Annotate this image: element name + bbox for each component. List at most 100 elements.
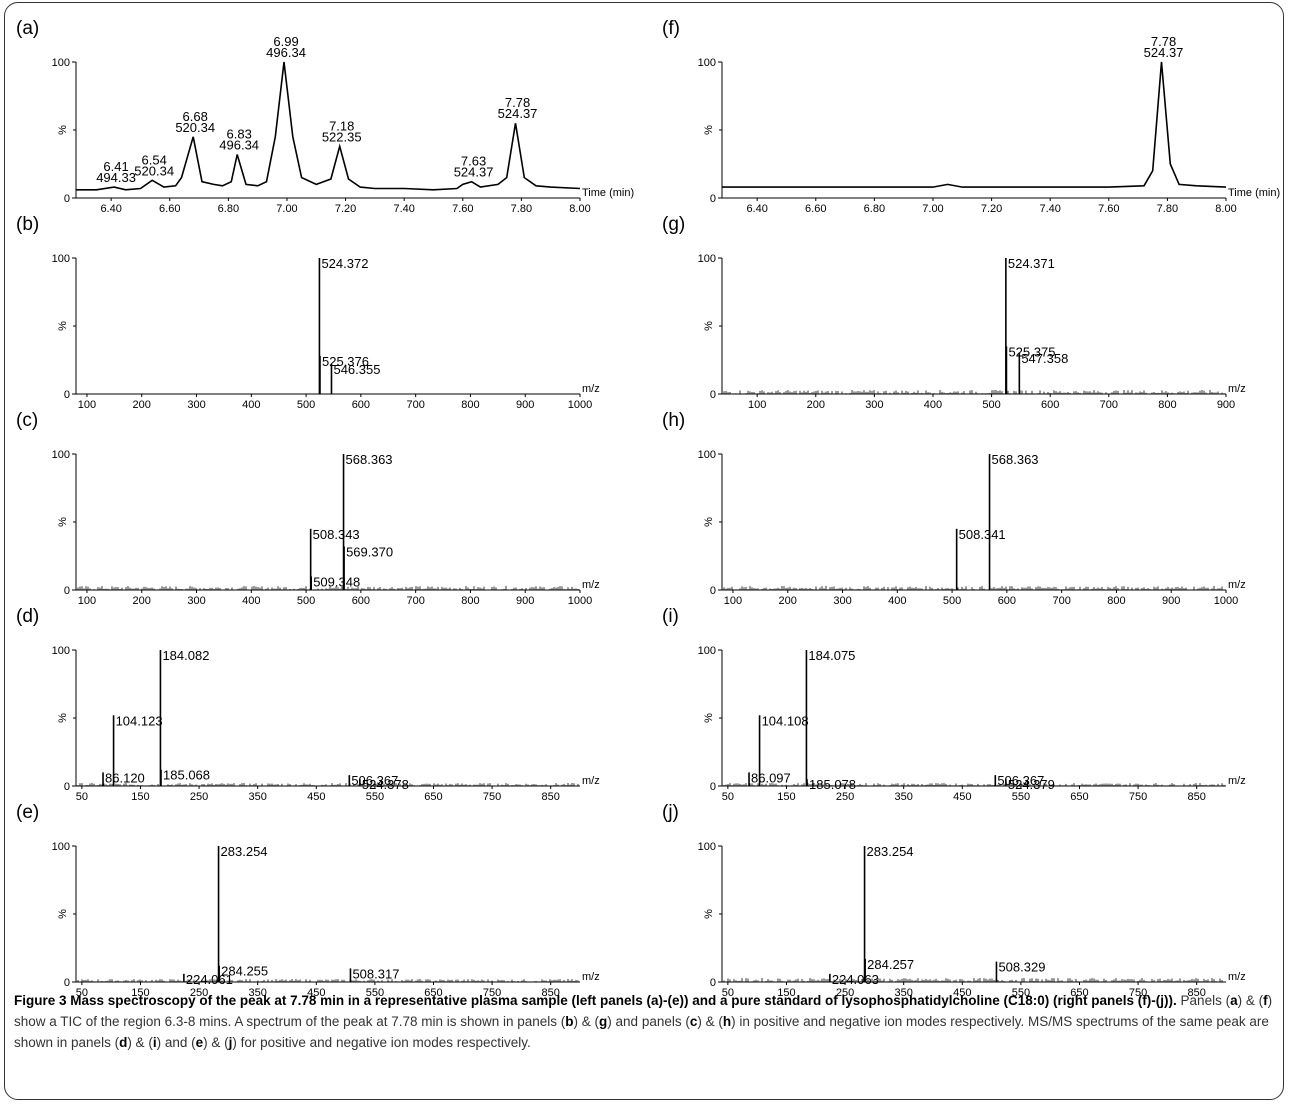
chart-panel: (g) 100 0% 100 200 300 400 500 600 700 800 900 m/z 52… [660,214,1280,411]
x-tick-label: 700 [1052,595,1070,607]
peak-label: 524.379 [1008,777,1055,792]
x-tick-label: 7.80 [511,203,532,215]
caption-run: f [1263,993,1268,1008]
x-tick-label: 900 [516,595,534,607]
x-tick-label: 900 [516,399,534,411]
x-axis-unit: m/z [582,775,600,787]
noise-baseline [723,390,1225,394]
x-tick-label: 150 [131,987,149,999]
peak-label: 546.355 [333,362,380,377]
caption-run: ) & ( [127,1035,153,1050]
caption-run: b [565,1014,574,1029]
x-tick-label: 400 [242,399,260,411]
x-tick-label: 400 [924,399,942,411]
y-tick-label: 0 [64,193,70,205]
peak-label: 508.317 [352,966,399,981]
peak-label: 569.370 [346,544,393,559]
x-tick-label: 600 [352,595,370,607]
x-tick-label: 7.00 [276,203,297,215]
caption-run: ) for positive and negative ion modes re… [232,1035,531,1050]
x-tick-label: 800 [461,595,479,607]
x-tick-label: 500 [982,399,1000,411]
figure-caption: Figure 3 Mass spectroscopy of the peak a… [14,990,1276,1053]
panel-label: (f) [662,18,680,39]
x-tick-label: 900 [1217,399,1235,411]
caption-run: Panels ( [1180,993,1231,1008]
x-tick-label: 800 [461,399,479,411]
caption-figure-label: Figure 3 [14,993,67,1008]
y-tick-label: 0 [64,389,70,401]
y-tick-label: 0 [710,977,716,989]
x-tick-label: 700 [406,399,424,411]
x-tick-label: 100 [78,399,96,411]
x-tick-label: 500 [943,595,961,607]
panel-label: (b) [16,214,40,235]
x-tick-label: 850 [542,987,560,999]
chromatogram-trace [76,61,581,191]
caption-title: Mass spectroscopy of the peak at 7.78 mi… [70,993,1177,1008]
peak-label: 525.376 [322,354,369,369]
chart-panel: (b) 100 0% 100 200 300 400 500 600 700 800 900 1000 m… [14,214,634,411]
x-tick-label: 50 [76,987,88,999]
peak-label: 104.108 [762,713,809,728]
caption-run: d [119,1035,128,1050]
noise-baseline [77,586,579,590]
x-tick-label: 50 [722,987,734,999]
y-axis-label: % [57,909,69,919]
caption-body: Panels (a) & (f) show a TIC of the regio… [14,993,1272,1050]
x-tick-label: 800 [1158,399,1176,411]
x-tick-label: 200 [133,399,151,411]
peak-label: 524.37 [454,165,494,180]
peak-label: 520.34 [175,120,215,135]
x-tick-label: 1000 [1214,595,1238,607]
x-tick-label: 7.60 [1098,203,1119,215]
x-tick-label: 7.20 [981,203,1002,215]
x-tick-label: 450 [307,791,325,803]
peak-label: 6.54 [142,152,167,167]
chart-svg: 100 0% 50 150 250 350 450 550 650 750 850 m/z 224.06… [52,841,600,999]
peak-label: 568.363 [992,452,1039,467]
peak-label: 104.123 [116,713,163,728]
chart-panel: (h) 100 0% 100 200 300 400 500 600 700 800 900 1000 m… [660,410,1280,607]
y-tick-label: 100 [698,841,716,853]
panel-label: (c) [16,410,39,431]
y-axis-label: % [703,517,715,527]
x-tick-label: 450 [307,987,325,999]
x-tick-label: 800 [1107,595,1125,607]
caption-run: ) & ( [1237,993,1264,1008]
x-tick-label: 900 [1162,595,1180,607]
x-tick-label: 350 [248,987,266,999]
y-tick-label: 0 [710,585,716,597]
noise-baseline [723,783,1225,786]
x-axis-unit: m/z [1228,775,1246,787]
chromatogram-trace [722,61,1227,188]
x-tick-label: 400 [888,595,906,607]
caption-run: ) & ( [573,1014,600,1029]
x-axis-unit: Time (min) [1228,187,1280,199]
chart-svg: 1000%100 200 300 400 500 600 700 800 900 1000m/z5… [52,253,600,411]
caption-run: e [195,1035,204,1050]
x-tick-label: 250 [190,791,208,803]
x-tick-label: 600 [1041,399,1059,411]
x-tick-label: 8.00 [1215,203,1236,215]
x-axis-unit: m/z [582,383,600,395]
x-tick-label: 700 [406,595,424,607]
x-tick-label: 100 [724,595,742,607]
caption-run: g [599,1014,608,1029]
x-tick-label: 200 [807,399,825,411]
x-tick-label: 1000 [568,595,592,607]
y-axis-label: % [57,321,69,331]
x-tick-label: 550 [366,791,384,803]
peak-label: 547.358 [1021,351,1068,366]
y-axis-label: % [703,713,715,723]
peak-label: 496.34 [266,45,306,60]
peak-label: 506.367 [351,773,398,788]
y-tick-label: 100 [698,57,716,69]
x-tick-label: 350 [894,987,912,999]
chart-panel: (a) 100 0% 6.40 6.60 6.80 7.00 7.20 7.40 7.60 7.80… [14,18,635,215]
chart-svg: 100 0% 6.40 6.60 6.80 7.00 7.20 7.40 7.60 7.80 8.0… [52,34,635,215]
panel-label: (a) [16,18,40,39]
peak-label: 6.99 [273,34,298,49]
chart-svg: 100 0% 50 150 250 350 450 550 650 750 850 m/z 224.06… [698,841,1246,999]
peak-label: 520.34 [134,163,174,178]
